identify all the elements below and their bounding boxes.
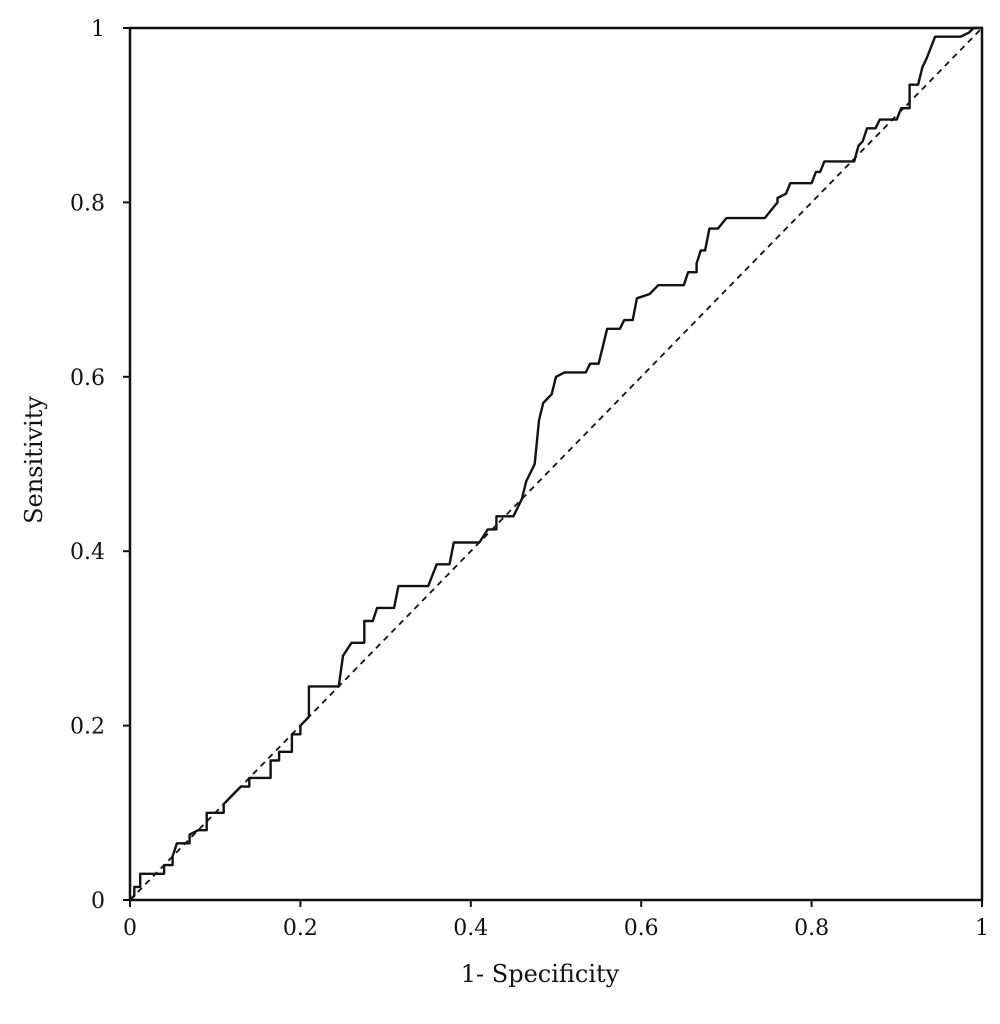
reference-diagonal-line [129, 27, 983, 901]
y-tick-label: 0.6 [70, 366, 105, 391]
y-axis-ticks: 0 0.2 0.4 0.6 0.8 1 [70, 17, 130, 914]
x-tick-label: 0.8 [794, 916, 829, 941]
y-tick-label: 0.8 [70, 191, 105, 216]
x-axis-ticks: 0 0.2 0.4 0.6 0.8 1 [123, 900, 989, 941]
series-layer [129, 26, 983, 901]
y-axis-title: Sensitivity [20, 396, 48, 524]
x-tick-label: 0.2 [283, 916, 318, 941]
y-tick-label: 0.2 [70, 715, 105, 740]
plot-frame [128, 26, 984, 902]
x-tick-label: 0.4 [453, 916, 488, 941]
x-tick-label: 0.6 [624, 916, 659, 941]
x-tick-label: 1 [975, 916, 989, 941]
x-axis-title: 1- Specificity [461, 960, 620, 988]
y-tick-label: 0 [91, 889, 105, 914]
y-tick-label: 0.4 [70, 540, 105, 565]
x-tick-label: 0 [123, 916, 137, 941]
y-tick-label: 1 [91, 17, 105, 42]
